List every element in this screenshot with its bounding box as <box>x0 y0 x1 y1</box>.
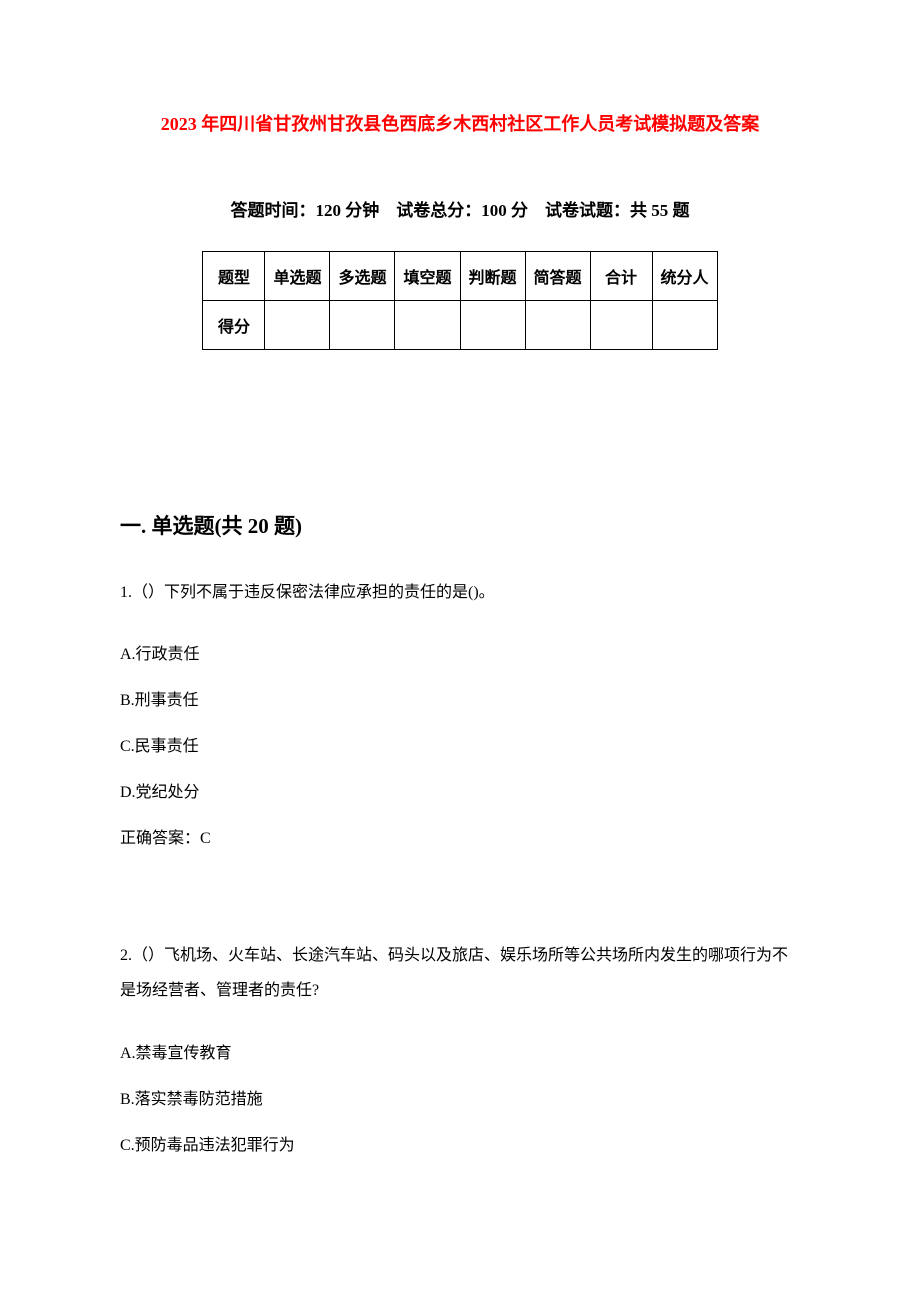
table-header-cell: 多选题 <box>330 252 395 301</box>
table-cell <box>395 301 460 350</box>
table-cell <box>652 301 717 350</box>
exam-time: 答题时间：120 分钟 <box>231 201 380 220</box>
question-block-1: 1.（）下列不属于违反保密法律应承担的责任的是()。 A.行政责任 B.刑事责任… <box>120 575 800 848</box>
table-cell <box>460 301 525 350</box>
question-text: 2.（）飞机场、火车站、长途汽车站、码头以及旅店、娱乐场所等公共场所内发生的哪项… <box>120 938 800 1008</box>
option-b: B.刑事责任 <box>120 686 800 710</box>
table-cell <box>525 301 590 350</box>
option-b: B.落实禁毒防范措施 <box>120 1085 800 1109</box>
exam-info: 答题时间：120 分钟 试卷总分：100 分 试卷试题：共 55 题 <box>120 196 800 221</box>
exam-title: 2023 年四川省甘孜州甘孜县色西底乡木西村社区工作人员考试模拟题及答案 <box>120 110 800 136</box>
table-header-cell: 判断题 <box>460 252 525 301</box>
table-header-cell: 填空题 <box>395 252 460 301</box>
option-a: A.行政责任 <box>120 640 800 664</box>
option-c: C.民事责任 <box>120 732 800 756</box>
table-header-cell: 简答题 <box>525 252 590 301</box>
score-table: 题型 单选题 多选题 填空题 判断题 简答题 合计 统分人 得分 <box>202 251 717 350</box>
options-list: A.禁毒宣传教育 B.落实禁毒防范措施 C.预防毒品违法犯罪行为 <box>120 1039 800 1155</box>
exam-total-score: 试卷总分：100 分 <box>396 201 528 220</box>
table-cell <box>330 301 395 350</box>
section-header: 一. 单选题(共 20 题) <box>120 510 800 540</box>
correct-answer: 正确答案：C <box>120 824 800 848</box>
table-header-cell: 单选题 <box>265 252 330 301</box>
option-a: A.禁毒宣传教育 <box>120 1039 800 1063</box>
table-header-cell: 合计 <box>590 252 652 301</box>
option-c: C.预防毒品违法犯罪行为 <box>120 1131 800 1155</box>
table-cell <box>265 301 330 350</box>
table-cell: 得分 <box>203 301 265 350</box>
table-cell <box>590 301 652 350</box>
question-block-2: 2.（）飞机场、火车站、长途汽车站、码头以及旅店、娱乐场所等公共场所内发生的哪项… <box>120 938 800 1154</box>
exam-total-questions: 试卷试题：共 55 题 <box>545 201 690 220</box>
table-score-row: 得分 <box>203 301 717 350</box>
table-header-row: 题型 单选题 多选题 填空题 判断题 简答题 合计 统分人 <box>203 252 717 301</box>
option-d: D.党纪处分 <box>120 778 800 802</box>
question-text: 1.（）下列不属于违反保密法律应承担的责任的是()。 <box>120 575 800 610</box>
table-header-cell: 统分人 <box>652 252 717 301</box>
options-list: A.行政责任 B.刑事责任 C.民事责任 D.党纪处分 <box>120 640 800 802</box>
table-header-cell: 题型 <box>203 252 265 301</box>
